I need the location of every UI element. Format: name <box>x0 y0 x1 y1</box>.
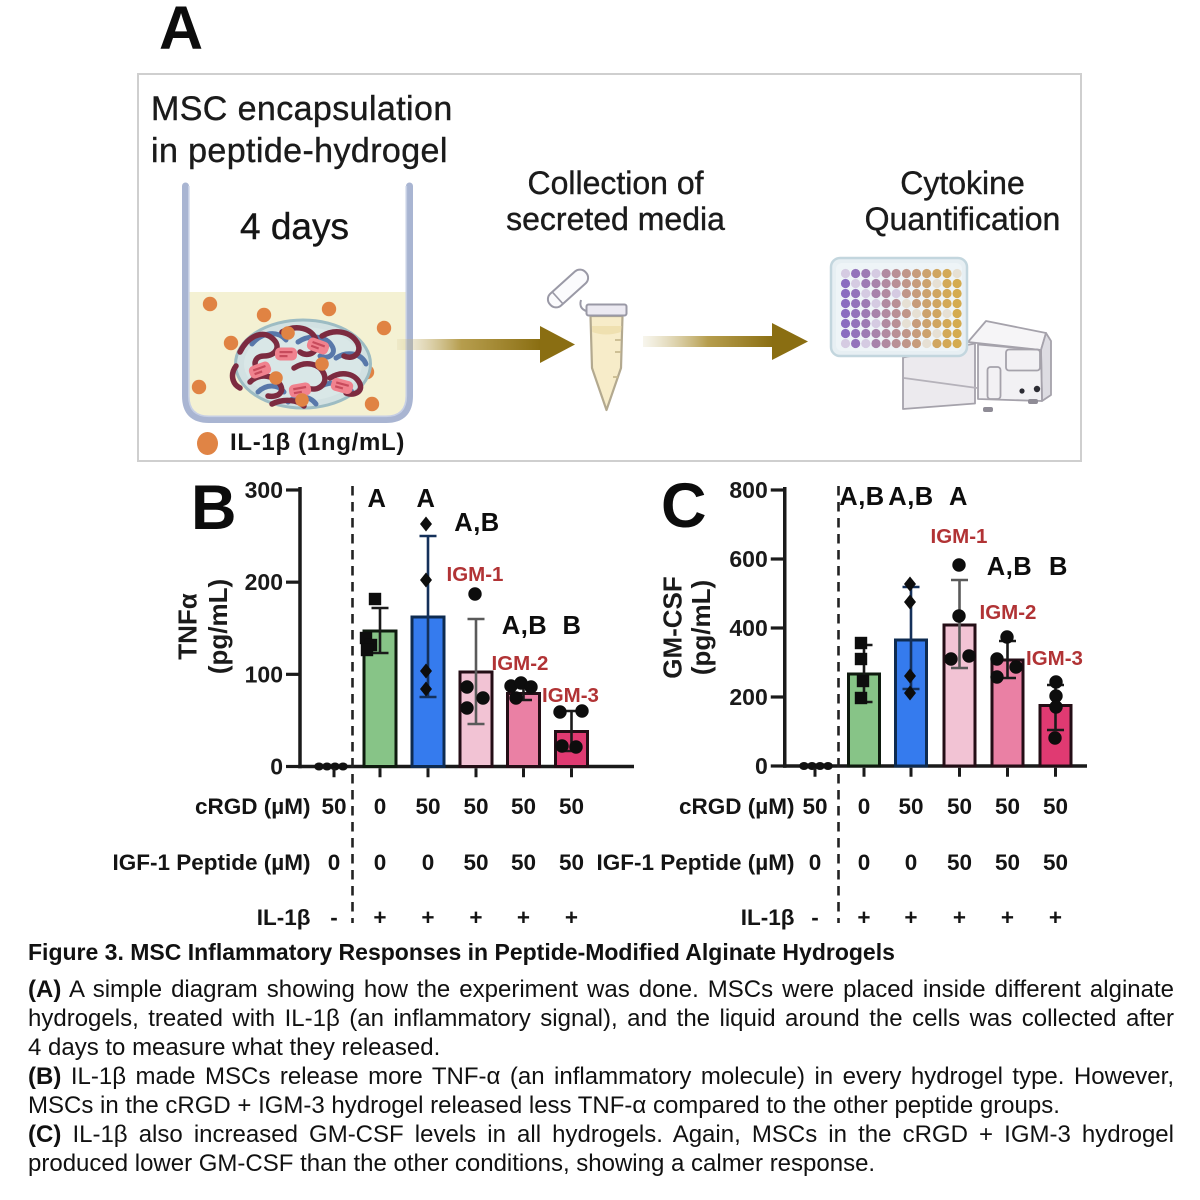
svg-text:50: 50 <box>463 794 488 819</box>
svg-text:A,B: A,B <box>839 483 884 511</box>
svg-text:IGM-1: IGM-1 <box>447 563 504 586</box>
svg-text:IGM-3: IGM-3 <box>542 684 599 707</box>
svg-text:50: 50 <box>898 794 923 819</box>
svg-text:A,B: A,B <box>502 612 547 640</box>
svg-text:cRGD (µM): cRGD (µM) <box>195 794 310 819</box>
svg-text:50: 50 <box>415 794 440 819</box>
svg-text:200: 200 <box>729 684 767 710</box>
svg-text:0: 0 <box>328 850 341 875</box>
svg-text:IGM-2: IGM-2 <box>980 601 1037 624</box>
svg-text:50: 50 <box>511 794 536 819</box>
svg-text:IGF-1 Peptide (µM): IGF-1 Peptide (µM) <box>113 850 311 875</box>
svg-text:A: A <box>368 485 387 513</box>
svg-text:0: 0 <box>755 753 768 779</box>
svg-text:0: 0 <box>374 794 387 819</box>
svg-text:400: 400 <box>729 615 767 641</box>
svg-text:+: + <box>373 905 386 930</box>
svg-text:800: 800 <box>729 477 767 503</box>
svg-text:IGM-2: IGM-2 <box>492 652 549 675</box>
svg-text:A: A <box>417 485 436 513</box>
svg-text:B: B <box>1049 553 1068 581</box>
svg-text:50: 50 <box>995 794 1020 819</box>
svg-text:IGM-3: IGM-3 <box>1026 647 1083 670</box>
svg-text:TNFα: TNFα <box>173 593 203 660</box>
svg-text:+: + <box>421 905 434 930</box>
svg-text:IL-1β: IL-1β <box>741 905 795 930</box>
svg-text:GM-CSF: GM-CSF <box>658 576 688 679</box>
svg-text:50: 50 <box>463 850 488 875</box>
svg-text:(pg/mL): (pg/mL) <box>686 580 716 675</box>
svg-text:50: 50 <box>559 794 584 819</box>
svg-text:A,B: A,B <box>888 483 933 511</box>
svg-text:100: 100 <box>245 661 283 687</box>
svg-text:+: + <box>517 905 530 930</box>
svg-text:B: B <box>191 473 237 543</box>
svg-text:IGM-1: IGM-1 <box>931 525 988 548</box>
svg-text:50: 50 <box>1043 850 1068 875</box>
svg-text:50: 50 <box>995 850 1020 875</box>
svg-text:+: + <box>565 905 578 930</box>
svg-text:(pg/mL): (pg/mL) <box>203 579 233 674</box>
svg-text:-: - <box>330 905 338 930</box>
svg-text:cRGD (µM): cRGD (µM) <box>679 794 794 819</box>
svg-text:IGF-1 Peptide (µM): IGF-1 Peptide (µM) <box>597 850 795 875</box>
svg-text:0: 0 <box>422 850 435 875</box>
svg-text:+: + <box>953 905 966 930</box>
svg-text:50: 50 <box>1043 794 1068 819</box>
svg-text:+: + <box>1001 905 1014 930</box>
svg-text:+: + <box>1049 905 1062 930</box>
svg-text:B: B <box>563 612 582 640</box>
svg-text:0: 0 <box>270 754 283 780</box>
svg-text:+: + <box>469 905 482 930</box>
svg-text:0: 0 <box>374 850 387 875</box>
svg-text:50: 50 <box>559 850 584 875</box>
svg-text:C: C <box>661 471 707 541</box>
svg-text:0: 0 <box>858 850 871 875</box>
svg-text:300: 300 <box>245 477 283 503</box>
svg-text:+: + <box>904 905 917 930</box>
svg-text:A,B: A,B <box>987 553 1032 581</box>
svg-text:50: 50 <box>511 850 536 875</box>
svg-text:+: + <box>857 905 870 930</box>
svg-text:0: 0 <box>809 850 822 875</box>
svg-text:200: 200 <box>245 569 283 595</box>
svg-text:-: - <box>811 905 819 930</box>
svg-text:A,B: A,B <box>454 509 499 537</box>
svg-text:50: 50 <box>321 794 346 819</box>
svg-text:50: 50 <box>802 794 827 819</box>
svg-text:0: 0 <box>858 794 871 819</box>
svg-text:A: A <box>949 483 968 511</box>
svg-text:0: 0 <box>905 850 918 875</box>
svg-text:50: 50 <box>947 794 972 819</box>
svg-text:50: 50 <box>947 850 972 875</box>
svg-text:IL-1β: IL-1β <box>257 905 311 930</box>
svg-text:600: 600 <box>729 546 767 572</box>
